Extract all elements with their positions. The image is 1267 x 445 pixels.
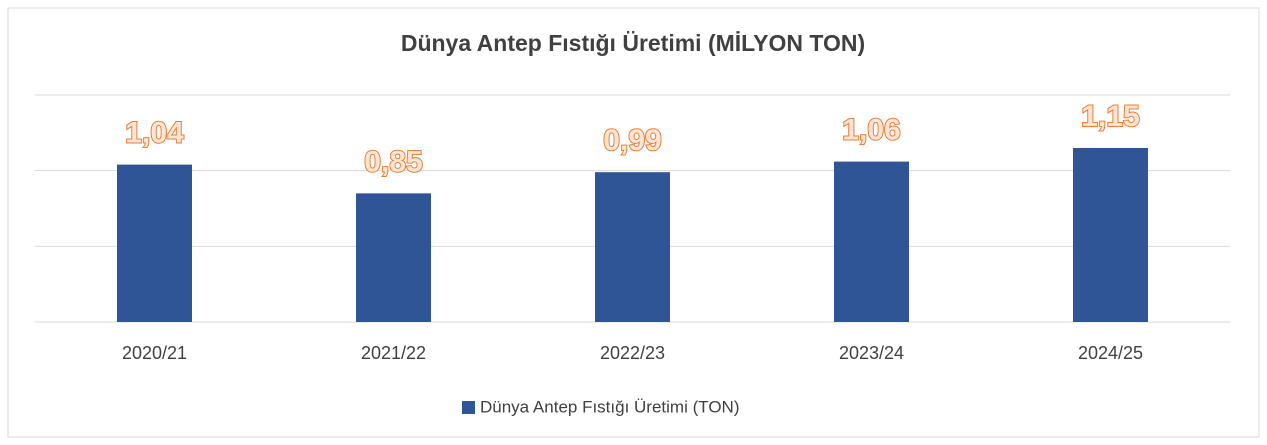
bar: [117, 164, 192, 322]
x-tick-label: 2024/25: [1078, 343, 1143, 363]
data-label: 1,15: [1081, 100, 1139, 133]
chart-title: Dünya Antep Fıstığı Üretimi (MİLYON TON): [401, 30, 865, 56]
data-label: 0,99: [603, 124, 661, 157]
bar: [595, 172, 670, 322]
data-label: 0,85: [364, 145, 422, 178]
bar: [834, 161, 909, 322]
x-tick-label: 2020/21: [122, 343, 187, 363]
legend-label: Dünya Antep Fıstığı Üretimi (TON): [480, 397, 739, 416]
x-tick-label: 2022/23: [600, 343, 665, 363]
legend-swatch: [462, 401, 475, 414]
bar: [356, 193, 431, 322]
bar: [1073, 147, 1148, 322]
x-tick-label: 2021/22: [361, 343, 426, 363]
data-label: 1,06: [842, 114, 900, 147]
x-tick-label: 2023/24: [839, 343, 904, 363]
data-label: 1,04: [125, 117, 184, 150]
